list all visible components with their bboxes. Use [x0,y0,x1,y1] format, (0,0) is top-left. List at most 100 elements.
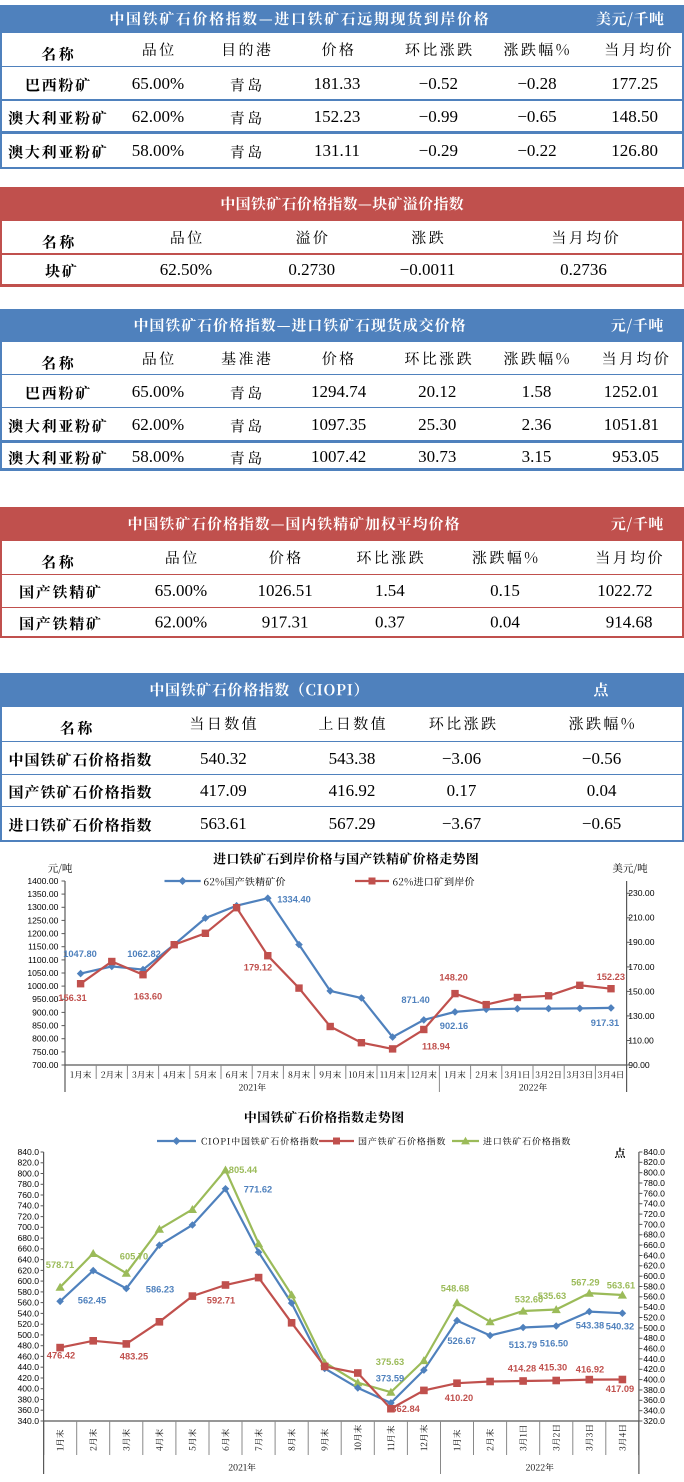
svg-text:1062.82: 1062.82 [127,949,161,959]
svg-text:148.50: 148.50 [611,107,658,126]
svg-text:1252.01: 1252.01 [604,382,659,401]
svg-text:416.92: 416.92 [329,781,376,800]
svg-text:1007.42: 1007.42 [311,447,366,466]
svg-text:760.0: 760.0 [643,1188,665,1198]
svg-text:415.30: 415.30 [539,1362,567,1372]
svg-text:1334.40: 1334.40 [277,894,311,904]
svg-text:540.0: 540.0 [643,1302,665,1312]
svg-text:700.0: 700.0 [643,1219,665,1229]
svg-text:586.23: 586.23 [146,1284,174,1294]
svg-text:476.42: 476.42 [47,1350,75,1360]
svg-text:65.00%: 65.00% [132,74,184,93]
svg-text:771.62: 771.62 [244,1184,272,1194]
svg-text:126.80: 126.80 [611,141,658,160]
svg-text:560.0: 560.0 [17,1298,39,1308]
svg-text:600.0: 600.0 [643,1271,665,1281]
svg-text:840.0: 840.0 [17,1147,39,1157]
svg-text:420.0: 420.0 [17,1373,39,1383]
svg-text:1022.72: 1022.72 [597,581,652,600]
svg-text:562.45: 562.45 [78,1295,106,1305]
svg-text:1150.00: 1150.00 [28,942,59,952]
svg-text:563.61: 563.61 [200,814,247,833]
svg-text:0.04: 0.04 [490,613,520,632]
svg-text:548.68: 548.68 [441,1283,469,1293]
svg-text:152.23: 152.23 [597,972,625,982]
svg-text:640.0: 640.0 [17,1255,39,1265]
svg-text:563.61: 563.61 [607,1281,635,1291]
svg-text:1097.35: 1097.35 [311,415,366,434]
svg-text:362.84: 362.84 [391,1404,420,1414]
svg-text:360.0: 360.0 [643,1395,665,1405]
svg-text:543.38: 543.38 [576,1321,604,1331]
svg-text:1047.80: 1047.80 [63,949,97,959]
svg-text:1026.51: 1026.51 [257,581,312,600]
svg-text:1300.00: 1300.00 [27,902,58,912]
svg-text:−0.65: −0.65 [582,814,621,833]
svg-text:850.00: 850.00 [32,1021,59,1031]
svg-text:181.33: 181.33 [314,74,361,93]
svg-text:62.00%: 62.00% [132,107,184,126]
svg-text:600.0: 600.0 [17,1276,39,1286]
svg-text:1051.81: 1051.81 [604,415,659,434]
svg-text:156.31: 156.31 [58,993,86,1003]
svg-text:230.00: 230.00 [628,888,655,898]
svg-text:1294.74: 1294.74 [311,382,367,401]
svg-text:800.00: 800.00 [32,1034,59,1044]
svg-text:−0.56: −0.56 [582,749,621,768]
svg-text:−0.0011: −0.0011 [400,260,456,279]
svg-text:605.70: 605.70 [120,1251,148,1261]
svg-text:480.0: 480.0 [643,1333,665,1343]
svg-text:130.00: 130.00 [628,1011,655,1021]
svg-text:177.25: 177.25 [611,74,658,93]
svg-text:567.29: 567.29 [571,1277,599,1287]
svg-text:460.0: 460.0 [17,1351,39,1361]
svg-text:440.0: 440.0 [643,1354,665,1364]
svg-text:540.32: 540.32 [606,1322,634,1332]
svg-text:118.94: 118.94 [422,1042,451,1052]
svg-text:750.00: 750.00 [32,1047,59,1057]
svg-text:1000.00: 1000.00 [27,981,58,991]
svg-text:520.0: 520.0 [643,1312,665,1322]
svg-text:90.00: 90.00 [628,1060,650,1070]
svg-text:417.09: 417.09 [606,1384,634,1394]
svg-text:0.2736: 0.2736 [560,260,607,279]
svg-text:373.59: 373.59 [376,1373,404,1383]
svg-text:780.0: 780.0 [643,1178,665,1188]
svg-text:380.0: 380.0 [643,1385,665,1395]
svg-text:0.2730: 0.2730 [288,260,335,279]
svg-text:820.0: 820.0 [17,1158,39,1168]
svg-text:560.0: 560.0 [643,1292,665,1302]
svg-text:340.0: 340.0 [17,1416,39,1426]
svg-text:567.29: 567.29 [329,814,376,833]
svg-text:532.60: 532.60 [515,1294,543,1304]
svg-text:700.0: 700.0 [17,1222,39,1232]
svg-text:−0.65: −0.65 [517,107,556,126]
svg-text:420.0: 420.0 [643,1364,665,1374]
svg-text:902.16: 902.16 [440,1021,468,1031]
svg-text:540.32: 540.32 [200,749,247,768]
svg-text:760.0: 760.0 [17,1190,39,1200]
svg-text:1.54: 1.54 [375,581,405,600]
svg-text:516.50: 516.50 [540,1338,568,1348]
svg-text:1400.00: 1400.00 [27,876,58,886]
svg-text:131.11: 131.11 [314,141,360,160]
svg-text:950.00: 950.00 [32,994,59,1004]
svg-text:513.79: 513.79 [509,1340,537,1350]
svg-text:580.0: 580.0 [17,1287,39,1297]
svg-text:62.50%: 62.50% [160,260,212,279]
svg-text:440.0: 440.0 [17,1362,39,1372]
svg-text:680.0: 680.0 [643,1230,665,1240]
svg-text:3.15: 3.15 [522,447,552,466]
svg-text:780.0: 780.0 [17,1179,39,1189]
svg-text:620.0: 620.0 [17,1265,39,1275]
svg-text:190.00: 190.00 [628,937,655,947]
svg-text:660.0: 660.0 [17,1244,39,1254]
svg-text:720.0: 720.0 [643,1209,665,1219]
svg-text:526.67: 526.67 [447,1336,475,1346]
svg-text:20.12: 20.12 [418,382,456,401]
svg-text:340.0: 340.0 [643,1406,665,1416]
svg-text:0.17: 0.17 [447,781,477,800]
svg-text:62.00%: 62.00% [155,613,207,632]
svg-text:65.00%: 65.00% [155,581,207,600]
svg-text:592.71: 592.71 [207,1295,235,1305]
